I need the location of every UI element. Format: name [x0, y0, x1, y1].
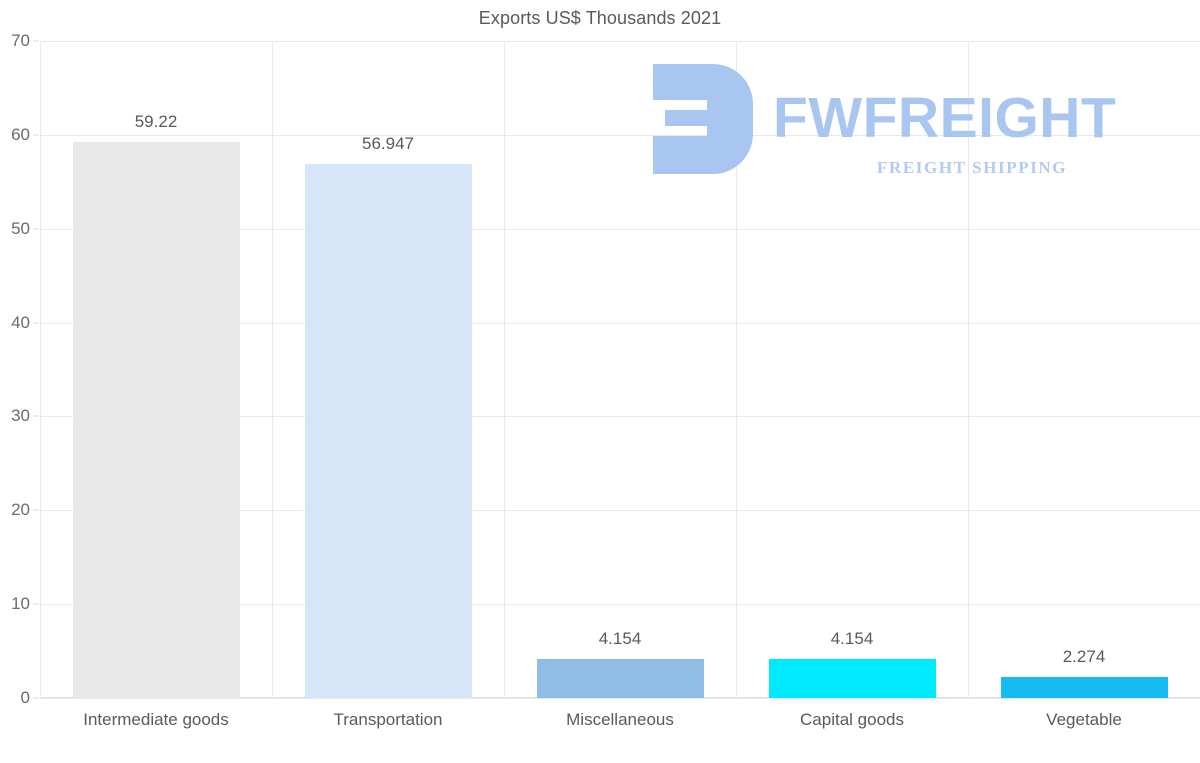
y-axis-tick-mark	[33, 509, 39, 511]
bar-value-label: 59.22	[134, 112, 178, 132]
bar[interactable]	[304, 163, 472, 698]
y-axis-tick-mark	[33, 415, 39, 417]
y-axis-line	[40, 41, 41, 698]
x-axis-category-label: Vegetable	[1046, 710, 1122, 729]
y-axis-tick-label: 70	[11, 31, 30, 50]
y-axis-tick-mark	[33, 228, 39, 230]
y-axis-tick-mark	[33, 603, 39, 605]
y-axis-tick-label: 30	[11, 406, 30, 426]
gridline-horizontal	[40, 322, 1200, 324]
x-axis-category-label: Transportation	[333, 710, 443, 729]
y-axis-tick-mark	[33, 134, 39, 136]
x-axis-category-label: Intermediate goods	[83, 710, 229, 729]
y-axis-tick-label: 10	[11, 594, 30, 614]
gridline-horizontal	[40, 698, 1200, 699]
gridline-horizontal	[40, 510, 1200, 512]
y-axis-tick-label: 60	[11, 124, 30, 144]
gridline-horizontal	[40, 416, 1200, 418]
y-axis-tick-label: 20	[11, 500, 30, 520]
x-axis-category-label: Capital goods	[800, 710, 904, 729]
y-axis-tick-label: 0	[20, 688, 30, 707]
gridline-vertical	[504, 41, 505, 698]
gridline-vertical	[736, 41, 737, 698]
y-axis-tick-mark	[33, 697, 39, 699]
bar-value-label: 56.947	[362, 133, 414, 153]
bar-value-label: 4.154	[830, 629, 874, 648]
bar-value-label: 4.154	[598, 629, 642, 648]
bar[interactable]	[1000, 676, 1168, 698]
plot-area	[40, 41, 1200, 699]
gridline-horizontal	[40, 41, 1200, 42]
bar[interactable]	[536, 659, 704, 698]
bar[interactable]	[72, 142, 240, 698]
gridline-horizontal	[40, 134, 1200, 136]
y-axis-tick-mark	[33, 40, 39, 42]
x-axis-category-label: Miscellaneous	[566, 710, 674, 729]
gridline-vertical	[272, 41, 273, 698]
gridline-vertical	[968, 41, 969, 698]
gridline-horizontal	[40, 228, 1200, 230]
gridline-horizontal	[40, 604, 1200, 606]
bar-value-label: 2.274	[1062, 646, 1106, 666]
bar[interactable]	[768, 659, 936, 698]
y-axis-tick-mark	[33, 322, 39, 324]
y-axis-tick-label: 50	[11, 218, 30, 238]
chart-title: Exports US$ Thousands 2021	[478, 8, 722, 28]
y-axis-tick-label: 40	[11, 312, 30, 332]
